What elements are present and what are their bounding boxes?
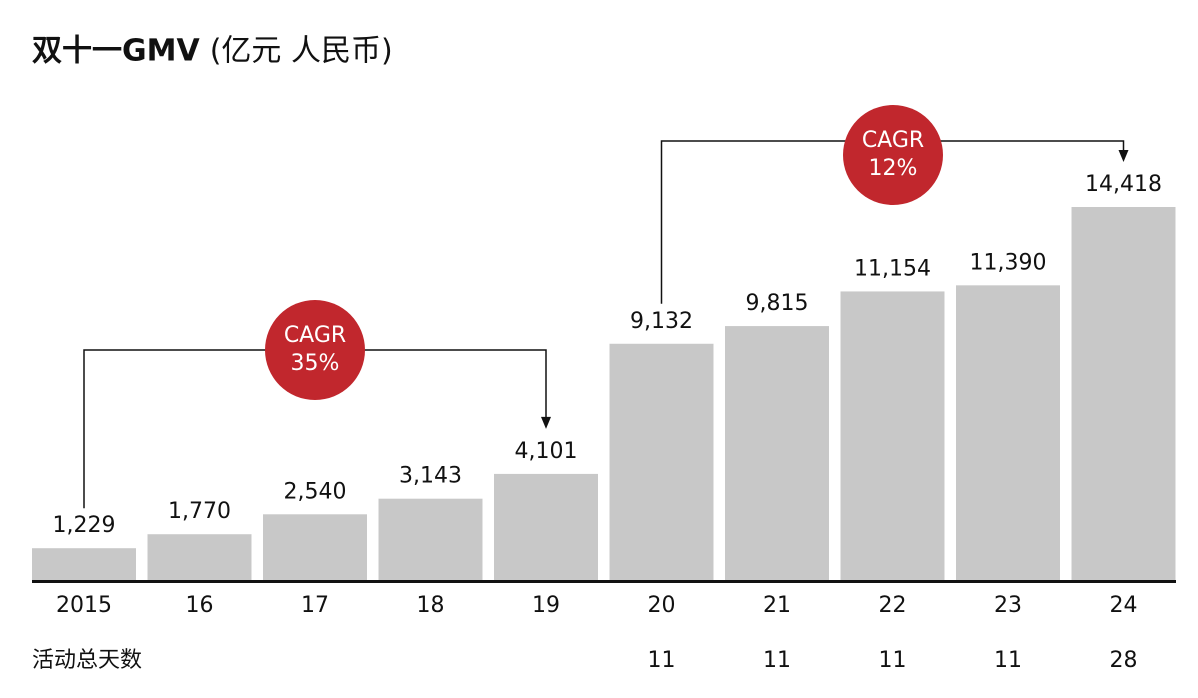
cagr-badge <box>843 105 943 205</box>
bar <box>147 534 252 580</box>
days-value: 11 <box>994 648 1022 673</box>
value-label: 9,132 <box>630 309 693 334</box>
x-tick-label: 19 <box>532 593 560 618</box>
cagr-badge <box>265 300 365 400</box>
value-label: 2,540 <box>284 479 347 504</box>
days-value: 11 <box>648 648 676 673</box>
x-tick-label: 16 <box>186 593 214 618</box>
bar <box>725 326 829 580</box>
x-tick-label: 21 <box>763 593 791 618</box>
bar <box>494 473 598 580</box>
bar <box>378 498 483 580</box>
x-tick-label: 20 <box>648 593 676 618</box>
bar <box>956 285 1060 580</box>
x-tick-label: 23 <box>994 593 1022 618</box>
value-label: 11,390 <box>970 250 1047 275</box>
cagr-text: CAGR <box>284 323 346 348</box>
days-label: 活动总天数 <box>32 648 142 673</box>
value-label: 9,815 <box>746 291 809 316</box>
value-label: 11,154 <box>854 256 931 281</box>
cagr-text: CAGR <box>862 128 924 153</box>
days-value: 11 <box>879 648 907 673</box>
bar <box>1071 207 1176 580</box>
bar <box>32 548 136 580</box>
value-label: 1,770 <box>168 499 231 524</box>
value-label: 4,101 <box>515 439 578 464</box>
chart-title: 双十一GMV <box>32 34 200 69</box>
x-tick-label: 18 <box>417 593 445 618</box>
arrow-head <box>541 416 551 429</box>
value-label: 1,229 <box>53 513 116 538</box>
cagr-text: 35% <box>291 351 340 376</box>
days-value: 11 <box>763 648 791 673</box>
bar <box>263 514 367 580</box>
value-label: 14,418 <box>1085 172 1162 197</box>
bar <box>609 343 714 580</box>
value-label: 3,143 <box>399 464 462 489</box>
arrow-head <box>1118 150 1129 162</box>
x-tick-label: 24 <box>1110 593 1138 618</box>
x-tick-label: 22 <box>879 593 907 618</box>
x-tick-label: 17 <box>301 593 329 618</box>
cagr-text: 12% <box>869 156 918 181</box>
bar <box>840 291 945 580</box>
chart-title-unit: (亿元 人民币) <box>210 34 393 69</box>
days-value: 28 <box>1110 648 1138 673</box>
x-tick-label: 2015 <box>56 593 112 618</box>
